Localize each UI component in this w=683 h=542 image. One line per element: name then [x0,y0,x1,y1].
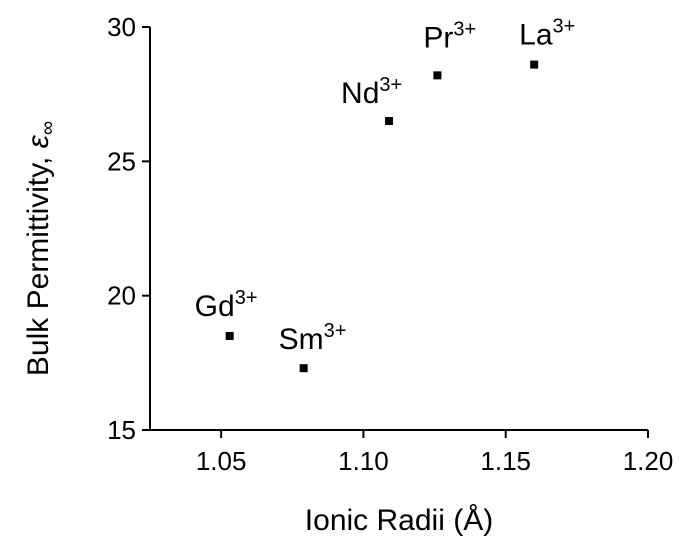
point-label-charge: 3+ [453,18,476,40]
x-tick-label: 1.15 [480,446,531,476]
point-label-gd: Gd3+ [195,287,258,323]
y-ticks: 15 20 25 30 [107,12,150,445]
point-label-la: La3+ [519,16,575,52]
point-label-element: Sm [279,323,324,356]
point-label-nd: Nd3+ [341,74,402,110]
y-axis-title-subscript: ∞ [37,121,59,135]
point-label-element: La [519,19,553,52]
y-axis-title: Bulk Permittivity, ε∞ [22,121,59,376]
point-label-element: Gd [195,290,235,323]
point-label-charge: 3+ [553,16,576,38]
point-label-pr: Pr3+ [423,18,476,54]
y-tick-label: 20 [107,281,136,311]
data-points [225,60,539,373]
y-axis-title-text: Bulk Permittivity, [22,148,55,376]
data-point-nd [385,117,394,126]
point-labels: Gd3+Sm3+Nd3+Pr3+ La3+ [195,16,576,357]
data-point-gd [225,331,234,340]
y-tick-label: 15 [107,415,136,445]
x-ticks: 1.05 1.10 1.15 1.20 [196,430,673,476]
data-point-pr [433,71,442,80]
data-point-sm [299,364,308,373]
point-label-sm: Sm3+ [279,320,347,356]
y-tick-label: 30 [107,12,136,42]
x-tick-label: 1.05 [196,446,247,476]
point-label-charge: 3+ [324,320,347,342]
x-tick-label: 1.20 [623,446,674,476]
x-axis-title: Ionic Radii (Å) [305,504,493,537]
data-point-la [530,60,539,69]
axes [149,27,648,431]
x-tick-label: 1.10 [338,446,389,476]
point-label-charge: 3+ [235,287,258,309]
point-label-element: Pr [423,21,453,54]
y-axis-title-symbol: ε [22,134,55,148]
point-label-charge: 3+ [379,74,402,96]
y-tick-label: 25 [107,146,136,176]
point-label-element: Nd [341,77,379,110]
